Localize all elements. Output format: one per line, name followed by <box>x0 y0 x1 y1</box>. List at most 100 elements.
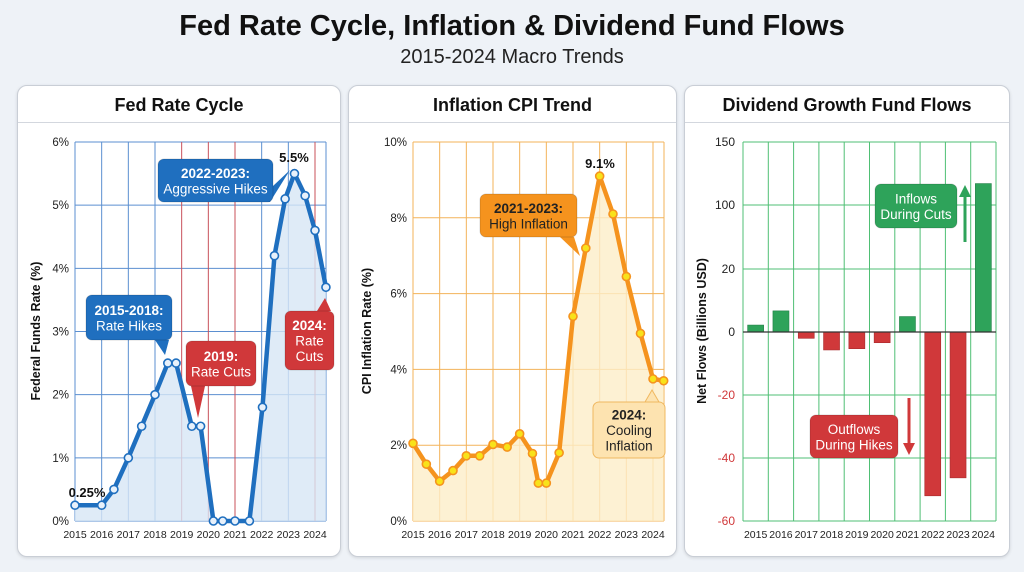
y-tick-label: 5% <box>52 200 69 212</box>
callout-pointer <box>317 298 331 311</box>
y-tick-label: 8% <box>390 213 407 225</box>
y-tick-label: -20 <box>718 388 736 402</box>
data-point <box>648 374 658 384</box>
x-tick-label: 2017 <box>795 529 819 541</box>
callout-text: Rate Cuts <box>191 364 251 379</box>
y-tick-label: 1% <box>52 453 69 465</box>
y-tick-label: 10% <box>384 137 407 149</box>
callout-text: 2015-2018: <box>94 303 163 318</box>
bar <box>747 324 764 333</box>
x-tick-label: 2016 <box>769 529 793 541</box>
callout-box <box>874 183 958 229</box>
y-tick-label: 3% <box>52 327 69 339</box>
x-tick-label: 2018 <box>143 529 167 541</box>
callout-text: Aggressive Hikes <box>163 181 268 196</box>
data-label: 9.1% <box>585 156 615 171</box>
callout-pointer <box>155 340 169 355</box>
callout-box <box>284 310 335 371</box>
y-tick-label: 4% <box>390 364 407 376</box>
y-tick-label: 0% <box>390 516 407 528</box>
x-tick-label: 2017 <box>455 529 479 541</box>
callout-text: Inflows <box>895 191 937 206</box>
x-tick-label: 2016 <box>428 529 452 541</box>
panel-fund-flows: Dividend Growth Fund Flows <box>684 85 1010 557</box>
bar <box>848 331 866 349</box>
data-point <box>300 190 310 201</box>
data-point <box>408 438 418 449</box>
y-tick-label: 20 <box>722 262 736 276</box>
callout-rate-hikes: 2015-2018:Rate Hikes <box>85 294 173 355</box>
main-title: Fed Rate Cycle, Inflation & Dividend Fun… <box>179 10 845 42</box>
x-tick-label: 2016 <box>90 529 114 541</box>
data-point <box>171 358 181 368</box>
data-point <box>310 225 320 236</box>
bar <box>873 331 891 344</box>
y-tick-label: 2% <box>390 440 407 452</box>
callout-text: 2024: <box>612 408 647 423</box>
data-point <box>257 402 268 413</box>
x-tick-label: 2018 <box>481 529 505 541</box>
data-point <box>474 451 485 461</box>
x-tick-label: 2015 <box>63 529 87 541</box>
callout-box <box>592 401 666 459</box>
y-tick-label: 150 <box>715 135 735 149</box>
bar <box>899 316 916 333</box>
data-point <box>514 429 525 439</box>
x-tick-label: 2023 <box>946 529 970 541</box>
data-point <box>434 476 445 487</box>
callout-text: Rate Hikes <box>96 318 162 333</box>
callout-text: Cuts <box>296 349 324 364</box>
data-point <box>502 442 512 452</box>
callout-box <box>809 414 899 459</box>
y-tick-label: -60 <box>718 514 736 528</box>
x-tick-label: 2019 <box>508 529 532 541</box>
data-point <box>269 250 280 261</box>
callout-high-inflation: 2021-2023:High Inflation <box>479 193 580 256</box>
data-point <box>658 375 669 386</box>
x-tick-label: 2017 <box>117 529 141 541</box>
x-tick-label: 2022 <box>250 529 274 541</box>
x-tick-label: 2020 <box>197 529 221 541</box>
x-tick-label: 2024 <box>303 529 327 541</box>
callout-text: Outflows <box>828 422 881 437</box>
x-tick-label: 2018 <box>820 529 844 541</box>
data-point <box>195 421 206 432</box>
x-tick-label: 2020 <box>535 529 559 541</box>
data-point <box>568 311 578 322</box>
y-tick-label: 0 <box>728 325 735 339</box>
y-axis-label: CPI Inflation Rate (%) <box>360 268 374 394</box>
data-point <box>150 389 160 400</box>
data-point <box>217 516 228 526</box>
down-arrow-icon <box>903 443 915 455</box>
bar <box>949 331 967 479</box>
callout-text: Cooling <box>606 423 652 438</box>
callout-text: During Cuts <box>880 207 952 222</box>
panel-header: Fed Rate Cycle <box>18 86 340 123</box>
y-tick-label: 4% <box>52 263 69 275</box>
x-tick-label: 2020 <box>870 529 894 541</box>
x-tick-label: 2021 <box>896 529 920 541</box>
y-axis-label: Net Flows (Billions USD) <box>695 258 709 404</box>
callout-pointer <box>560 237 580 256</box>
data-point <box>488 439 498 450</box>
data-point <box>594 171 605 181</box>
callout-box <box>479 193 578 238</box>
x-tick-label: 2024 <box>641 529 665 541</box>
data-point <box>70 500 80 511</box>
data-point <box>123 453 134 463</box>
bar <box>975 183 992 333</box>
up-arrow-icon <box>959 185 971 197</box>
area-fill <box>75 173 326 522</box>
callout-text: Inflation <box>605 439 652 454</box>
panel-header: Inflation CPI Trend <box>349 86 676 123</box>
data-point <box>421 459 432 469</box>
y-tick-label: 6% <box>390 289 407 301</box>
y-tick-label: 100 <box>715 198 735 212</box>
x-tick-label: 2019 <box>845 529 869 541</box>
callout-pointer <box>191 386 205 418</box>
callout-text: 2019: <box>204 349 239 364</box>
data-point <box>321 282 331 293</box>
data-point <box>448 465 458 476</box>
